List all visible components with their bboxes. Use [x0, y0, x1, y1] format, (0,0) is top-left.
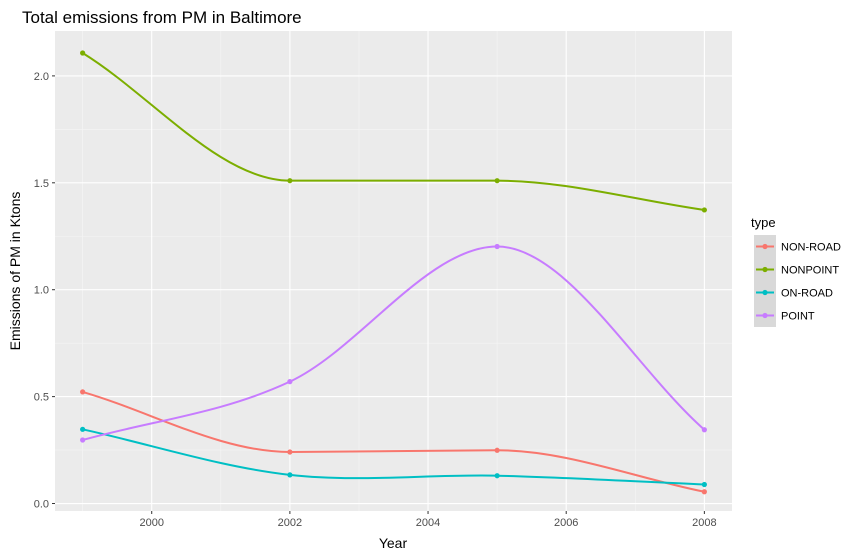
legend-key-point	[762, 266, 768, 273]
y-tick-label: 1.5	[34, 178, 49, 190]
data-point	[80, 50, 86, 56]
data-point	[494, 447, 500, 453]
data-point	[287, 472, 293, 478]
series-layer	[80, 50, 707, 495]
series-line	[82, 390, 705, 493]
x-tick-label: 2000	[139, 517, 163, 529]
data-point	[701, 427, 707, 433]
legend-key-point	[762, 312, 768, 319]
data-point	[80, 426, 86, 432]
series-non-road	[80, 389, 707, 495]
legend-label: NON-ROAD	[781, 242, 841, 254]
y-axis: 0.0 0.5 1.0 1.5 2.0	[34, 71, 55, 511]
series-line	[82, 52, 705, 211]
series-line	[82, 245, 706, 441]
x-tick-label: 2008	[692, 517, 716, 529]
y-tick-label: 1.0	[34, 285, 49, 297]
legend-title: type	[751, 215, 776, 230]
y-tick-label: 0.0	[34, 499, 49, 511]
data-point	[701, 481, 707, 488]
y-axis-title: Emissions of PM in Ktons	[7, 192, 23, 351]
legend-label: POINT	[781, 311, 815, 323]
series-line	[82, 428, 705, 486]
x-axis: 2000 2002 2004 2006 2008	[139, 511, 717, 529]
legend-label: NONPOINT	[781, 265, 839, 277]
series-on-road	[80, 426, 707, 488]
data-point	[494, 243, 500, 250]
x-axis-title: Year	[379, 535, 408, 551]
data-point	[494, 473, 500, 479]
data-point	[287, 379, 293, 385]
y-tick-label: 0.5	[34, 392, 49, 404]
legend-key-point	[762, 243, 768, 250]
data-point	[701, 489, 707, 495]
y-tick-label: 2.0	[34, 71, 49, 83]
series-nonpoint	[80, 50, 707, 213]
data-point	[494, 178, 500, 184]
plot-panel	[55, 31, 732, 511]
legend: type NON-ROAD NONPOINT ON-ROAD POINT	[751, 215, 841, 327]
series-point	[80, 243, 707, 443]
data-point	[287, 449, 293, 455]
x-tick-label: 2004	[416, 517, 440, 529]
x-tick-label: 2006	[554, 517, 578, 529]
legend-key-point	[762, 289, 768, 296]
legend-label: ON-ROAD	[781, 288, 833, 300]
x-tick-label: 2002	[278, 517, 302, 529]
data-point	[701, 207, 707, 213]
chart-title: Total emissions from PM in Baltimore	[22, 8, 302, 27]
data-point	[80, 389, 86, 395]
data-point	[287, 178, 293, 184]
data-point	[80, 437, 86, 443]
